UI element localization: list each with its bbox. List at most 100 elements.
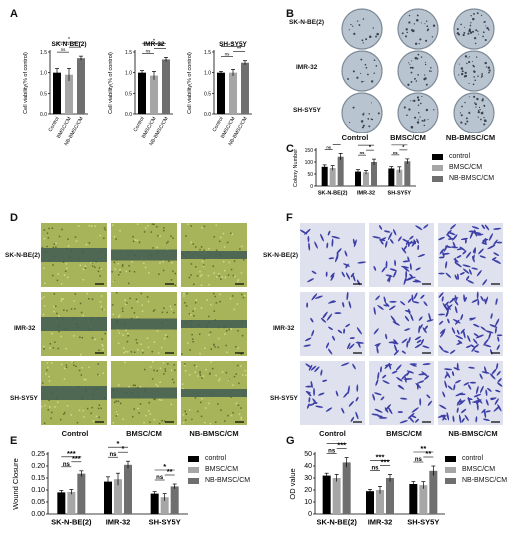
cell-speck bbox=[221, 276, 223, 278]
stained-cell bbox=[397, 236, 402, 242]
colony-dot bbox=[473, 70, 475, 72]
cell-speck bbox=[74, 293, 77, 295]
cell-speck bbox=[159, 235, 161, 238]
colony-dot bbox=[464, 101, 466, 104]
cell-speck bbox=[224, 420, 226, 422]
stained-cell bbox=[445, 261, 448, 269]
cell-speck bbox=[214, 346, 216, 348]
stained-cell bbox=[465, 251, 472, 259]
sig-label: *** bbox=[376, 452, 385, 461]
cell-speck bbox=[53, 243, 55, 245]
bar bbox=[162, 59, 170, 114]
sig-label: * bbox=[232, 42, 235, 48]
stained-cell bbox=[447, 231, 456, 236]
bar bbox=[404, 161, 411, 186]
stained-cell bbox=[467, 398, 473, 401]
transwell-image bbox=[438, 361, 503, 425]
y-tick-label: 1.0 bbox=[204, 71, 211, 77]
stained-cell bbox=[325, 271, 328, 277]
cell-speck bbox=[219, 378, 221, 380]
cell-speck bbox=[229, 297, 232, 300]
stained-cell bbox=[397, 411, 403, 413]
cell-speck bbox=[199, 372, 201, 374]
stained-cell bbox=[488, 332, 492, 340]
stained-cell bbox=[469, 317, 475, 320]
stained-cell bbox=[461, 417, 465, 423]
stained-cell bbox=[341, 407, 345, 414]
cell-speck bbox=[208, 373, 211, 375]
cell-speck bbox=[170, 308, 173, 310]
stained-cell bbox=[496, 334, 503, 337]
stained-cell bbox=[472, 338, 478, 345]
stained-cell bbox=[348, 300, 352, 309]
sig-label: ns bbox=[109, 452, 117, 458]
colony-dot bbox=[474, 103, 478, 106]
cell-speck bbox=[100, 407, 102, 410]
sig-label: ns bbox=[393, 150, 398, 155]
colony-dot bbox=[472, 17, 475, 21]
colony-dot bbox=[466, 62, 468, 65]
cell-speck bbox=[62, 261, 65, 263]
stained-cell bbox=[483, 409, 487, 419]
stained-cell bbox=[352, 238, 356, 245]
cell-speck bbox=[43, 237, 46, 240]
cell-speck bbox=[188, 374, 191, 376]
colony-dot bbox=[482, 31, 485, 34]
stained-cell bbox=[304, 228, 311, 235]
stained-cell bbox=[305, 391, 311, 394]
bar bbox=[342, 462, 351, 514]
bar bbox=[53, 72, 61, 114]
stained-cell bbox=[485, 399, 489, 406]
stained-cell bbox=[496, 241, 503, 244]
stained-cell bbox=[375, 295, 381, 301]
colony-dot bbox=[367, 73, 369, 76]
cell-speck bbox=[228, 328, 230, 331]
stained-cell bbox=[393, 344, 398, 353]
legend-g: control BMSC/CM NB-BMSC/CM bbox=[445, 453, 507, 486]
cell-speck bbox=[201, 226, 203, 229]
colony-dot bbox=[416, 96, 420, 99]
stained-cell bbox=[479, 385, 484, 394]
stained-cell bbox=[465, 275, 470, 281]
cell-speck bbox=[97, 270, 100, 273]
bar bbox=[170, 486, 179, 514]
cell-speck bbox=[113, 261, 116, 264]
cell-speck bbox=[174, 284, 176, 287]
cell-speck bbox=[86, 292, 88, 295]
bar bbox=[229, 72, 237, 114]
cell-speck bbox=[133, 271, 136, 273]
cell-speck bbox=[143, 231, 146, 233]
stained-cell bbox=[401, 350, 406, 354]
cell-speck bbox=[240, 365, 242, 367]
cell-speck bbox=[127, 334, 129, 337]
cell-speck bbox=[97, 407, 100, 410]
cell-speck bbox=[194, 266, 197, 268]
cell-speck bbox=[217, 346, 220, 349]
cell-speck bbox=[183, 364, 186, 367]
cell-speck bbox=[102, 345, 104, 347]
stained-cell bbox=[485, 410, 491, 413]
stained-cell bbox=[412, 280, 420, 283]
colony-dot bbox=[417, 104, 420, 107]
cell-speck bbox=[133, 351, 136, 354]
y-axis-label: OD value bbox=[288, 468, 297, 499]
cell-speck bbox=[161, 311, 164, 314]
cell-speck bbox=[53, 310, 55, 313]
stained-cell bbox=[450, 246, 459, 249]
cell-speck bbox=[163, 227, 165, 229]
cell-speck bbox=[199, 374, 202, 376]
x-tick-label: SH-SY5Y bbox=[149, 518, 181, 527]
cell-speck bbox=[240, 293, 243, 296]
cell-speck bbox=[174, 303, 176, 306]
stained-cell bbox=[491, 368, 497, 375]
panel-label-f: F bbox=[286, 212, 293, 224]
cell-speck bbox=[66, 267, 68, 270]
cell-speck bbox=[46, 369, 48, 372]
stained-cell bbox=[469, 231, 474, 239]
bar bbox=[409, 484, 418, 514]
cell-speck bbox=[165, 334, 167, 336]
cell-speck bbox=[116, 413, 119, 416]
cell-speck bbox=[173, 364, 175, 366]
wound-image-grid bbox=[41, 223, 249, 426]
stained-cell bbox=[393, 229, 397, 236]
